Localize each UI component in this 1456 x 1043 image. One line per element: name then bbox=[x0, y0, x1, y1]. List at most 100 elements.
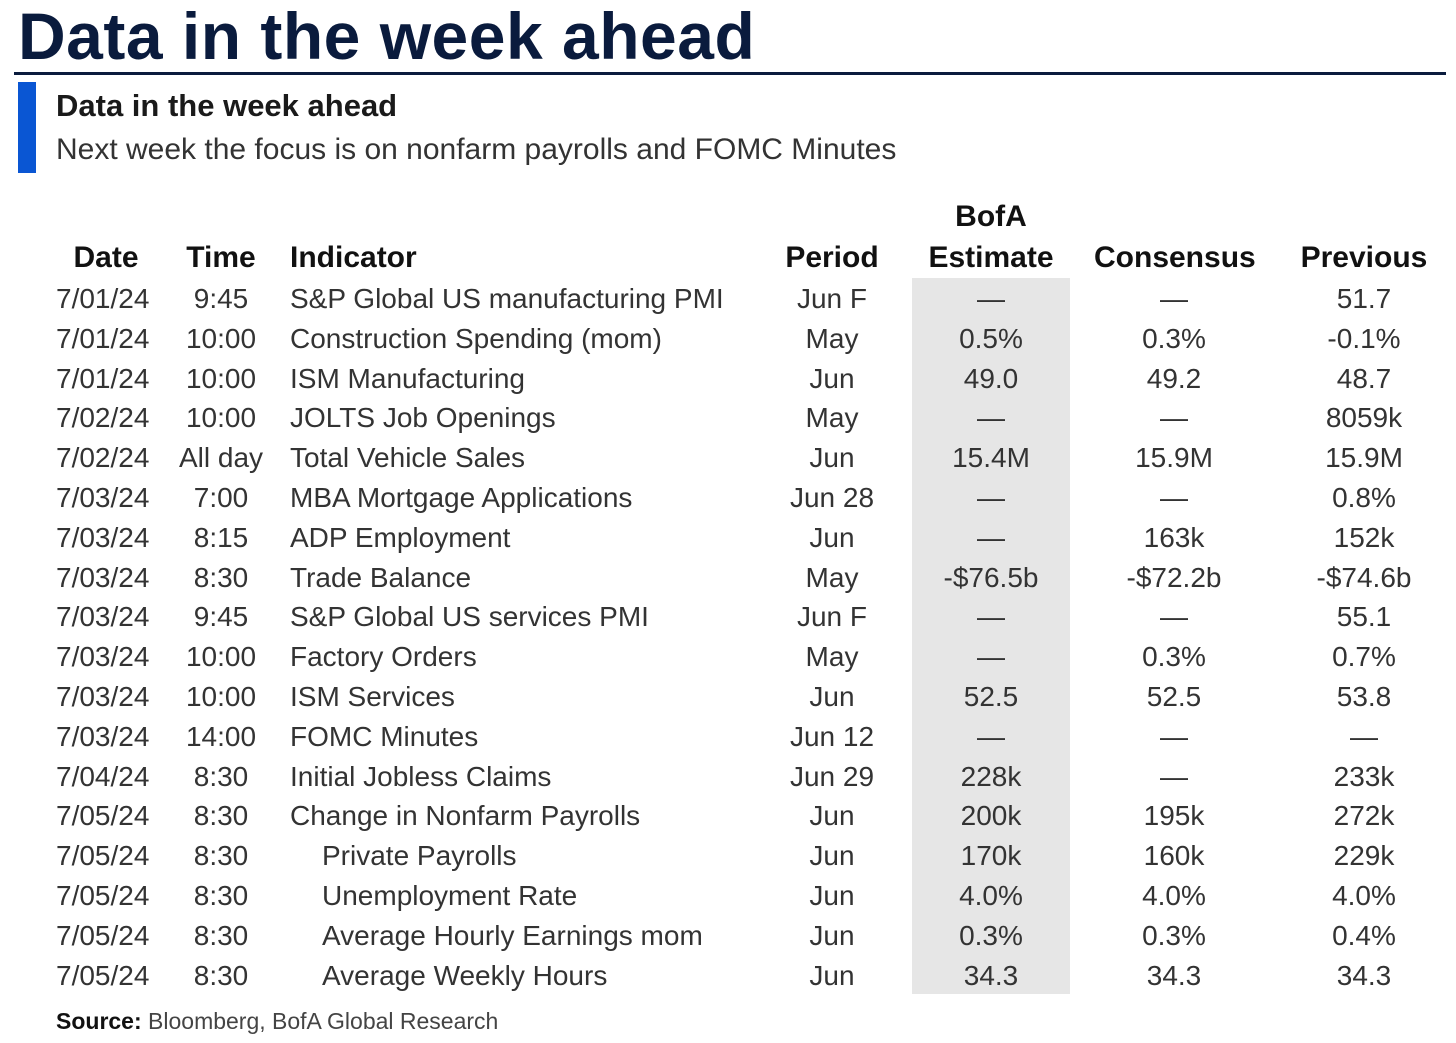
cell-previous: 0.7% bbox=[1332, 641, 1396, 673]
cell-consensus: -$72.2b bbox=[1126, 561, 1222, 593]
cell-date: 7/01/24 bbox=[56, 283, 150, 314]
cell-estimate: 228k bbox=[960, 760, 1022, 792]
cell-period: Jun bbox=[809, 840, 855, 872]
cell-period: Jun 29 bbox=[789, 760, 875, 792]
cell-date: 7/03/24 bbox=[56, 641, 150, 673]
cell-estimate: 34.3 bbox=[963, 959, 1019, 991]
table-row: 7/02/24 10:00 JOLTS Job Openings May — — 8059k bbox=[0, 398, 1456, 438]
cell-period: Jun bbox=[809, 959, 855, 991]
cell-indicator: Total Vehicle Sales bbox=[290, 442, 526, 474]
cell-time: 10:00 bbox=[185, 362, 257, 394]
section-description: Next week the focus is on nonfarm payrol… bbox=[56, 133, 897, 166]
cell-period: Jun F bbox=[796, 601, 868, 633]
cell-date: 7/05/24 bbox=[56, 800, 150, 832]
cell-previous: 48.7 bbox=[1336, 362, 1392, 394]
cell-indicator: Factory Orders bbox=[290, 641, 477, 673]
title-divider bbox=[14, 72, 1446, 75]
cell-date: 7/03/24 bbox=[56, 561, 150, 593]
cell-time: 8:15 bbox=[193, 521, 249, 553]
cell-time: All day bbox=[178, 442, 264, 474]
table-row: 7/01/24 10:00 ISM Manufacturing Jun 49.0 49.2… bbox=[0, 359, 1456, 399]
cell-indicator: MBA Mortgage Applications bbox=[290, 481, 633, 513]
table-body: 7/01/24 9:45 S&P Global US manufacturing P… bbox=[0, 279, 1456, 995]
cell-consensus: 52.5 bbox=[1146, 680, 1202, 712]
cell-previous: -0.1% bbox=[1327, 322, 1401, 354]
cell-previous: 0.8% bbox=[1332, 481, 1396, 513]
header-estimate-line1: BofA bbox=[955, 200, 1027, 233]
cell-date: 7/03/24 bbox=[56, 680, 150, 712]
cell-time: 10:00 bbox=[185, 641, 257, 673]
header-indicator: Indicator bbox=[290, 241, 417, 274]
source-text: Bloomberg, BofA Global Research bbox=[141, 1008, 499, 1034]
cell-estimate: — bbox=[977, 720, 1005, 752]
cell-consensus: 15.9M bbox=[1135, 442, 1213, 474]
cell-time: 8:30 bbox=[193, 919, 249, 951]
cell-date: 7/05/24 bbox=[56, 879, 150, 911]
cell-consensus: 0.3% bbox=[1142, 919, 1206, 951]
table-row: 7/01/24 10:00 Construction Spending (mom) M… bbox=[0, 319, 1456, 359]
cell-period: Jun 28 bbox=[789, 481, 875, 513]
table-row: 7/05/24 8:30 Unemployment Rate Jun 4.0% 4.0% 4… bbox=[0, 876, 1456, 916]
cell-estimate: — bbox=[977, 521, 1005, 553]
cell-consensus: — bbox=[1160, 760, 1188, 792]
cell-estimate: 200k bbox=[960, 800, 1022, 832]
table-row: 7/05/24 8:30 Average Weekly Hours Jun 34.3 34… bbox=[0, 956, 1456, 996]
cell-date: 7/01/24 bbox=[56, 322, 150, 354]
cell-time: 8:30 bbox=[193, 879, 249, 911]
cell-consensus: 163k bbox=[1143, 521, 1205, 553]
table-row: 7/05/24 8:30 Private Payrolls Jun 170k 160k 22… bbox=[0, 836, 1456, 876]
cell-period: May bbox=[805, 322, 859, 354]
cell-time: 8:30 bbox=[193, 760, 249, 792]
cell-estimate: 0.5% bbox=[959, 322, 1023, 354]
cell-estimate: 0.3% bbox=[959, 919, 1023, 951]
cell-date: 7/04/24 bbox=[56, 760, 150, 792]
cell-indicator: Average Hourly Earnings mom bbox=[322, 919, 703, 951]
cell-indicator: Private Payrolls bbox=[322, 840, 517, 872]
cell-date: 7/05/24 bbox=[56, 840, 150, 872]
cell-time: 10:00 bbox=[185, 402, 257, 434]
cell-previous: — bbox=[1350, 720, 1378, 752]
cell-previous: 8059k bbox=[1325, 402, 1403, 434]
cell-period: Jun bbox=[809, 800, 855, 832]
cell-time: 8:30 bbox=[193, 840, 249, 872]
cell-indicator: Change in Nonfarm Payrolls bbox=[290, 800, 641, 832]
cell-estimate: -$76.5b bbox=[943, 561, 1039, 593]
estimate-column-highlight bbox=[912, 278, 1070, 994]
cell-time: 8:30 bbox=[193, 561, 249, 593]
cell-consensus: — bbox=[1160, 720, 1188, 752]
table-row: 7/03/24 9:45 S&P Global US services PMI Jun… bbox=[0, 597, 1456, 637]
cell-indicator: JOLTS Job Openings bbox=[290, 402, 556, 434]
cell-period: Jun F bbox=[796, 283, 868, 314]
table-row: 7/05/24 8:30 Change in Nonfarm Payrolls Jun… bbox=[0, 796, 1456, 836]
cell-previous: -$74.6b bbox=[1316, 561, 1412, 593]
cell-time: 10:00 bbox=[185, 322, 257, 354]
header-previous: Previous bbox=[1300, 241, 1428, 274]
cell-previous: 4.0% bbox=[1332, 879, 1396, 911]
cell-indicator: ISM Manufacturing bbox=[290, 362, 525, 394]
cell-date: 7/02/24 bbox=[56, 442, 150, 474]
section-title: Data in the week ahead bbox=[56, 88, 398, 123]
cell-date: 7/03/24 bbox=[56, 720, 150, 752]
cell-previous: 55.1 bbox=[1336, 601, 1392, 633]
cell-estimate: — bbox=[977, 601, 1005, 633]
table-row: 7/03/24 7:00 MBA Mortgage Applications Jun … bbox=[0, 478, 1456, 518]
cell-estimate: — bbox=[977, 402, 1005, 434]
cell-consensus: 49.2 bbox=[1146, 362, 1202, 394]
cell-period: Jun bbox=[809, 521, 855, 553]
cell-previous: 233k bbox=[1333, 760, 1395, 792]
table-row: 7/01/24 9:45 S&P Global US manufacturing P… bbox=[0, 279, 1456, 319]
page-title: Data in the week ahead bbox=[18, 0, 756, 73]
cell-previous: 51.7 bbox=[1336, 283, 1392, 314]
cell-date: 7/03/24 bbox=[56, 601, 150, 633]
cell-time: 9:45 bbox=[193, 283, 249, 314]
cell-period: Jun bbox=[809, 362, 855, 394]
cell-period: Jun bbox=[809, 442, 855, 474]
table-row: 7/03/24 14:00 FOMC Minutes Jun 12 — — — bbox=[0, 717, 1456, 757]
cell-time: 14:00 bbox=[185, 720, 257, 752]
header-date: Date bbox=[73, 241, 139, 274]
cell-time: 10:00 bbox=[185, 680, 257, 712]
cell-estimate: — bbox=[977, 283, 1005, 314]
cell-time: 8:30 bbox=[193, 800, 249, 832]
cell-indicator: Initial Jobless Claims bbox=[290, 760, 552, 792]
cell-estimate: 52.5 bbox=[963, 680, 1019, 712]
